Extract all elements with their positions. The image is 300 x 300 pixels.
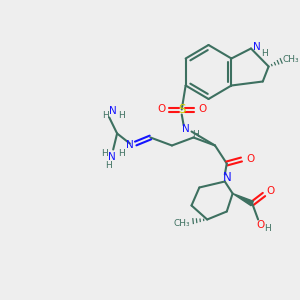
- Text: O: O: [198, 104, 206, 115]
- Text: N: N: [108, 152, 116, 163]
- Text: H: H: [118, 111, 124, 120]
- Text: H: H: [118, 149, 124, 158]
- Text: CH₃: CH₃: [283, 55, 299, 64]
- Text: O: O: [256, 220, 264, 230]
- Text: N: N: [224, 171, 232, 184]
- Text: N: N: [182, 124, 190, 134]
- Text: S: S: [178, 103, 185, 116]
- Text: O: O: [157, 104, 165, 115]
- Text: O: O: [246, 154, 254, 164]
- Text: H: H: [105, 161, 112, 170]
- Text: CH₃: CH₃: [173, 219, 190, 228]
- Text: N: N: [109, 106, 117, 116]
- Text: H: H: [102, 111, 109, 120]
- Text: N: N: [126, 140, 134, 151]
- Polygon shape: [232, 194, 253, 206]
- Text: H: H: [265, 224, 271, 233]
- Text: O: O: [267, 187, 275, 196]
- Text: H: H: [101, 149, 108, 158]
- Text: N: N: [253, 43, 261, 52]
- Text: H: H: [192, 130, 199, 139]
- Text: H: H: [261, 49, 268, 58]
